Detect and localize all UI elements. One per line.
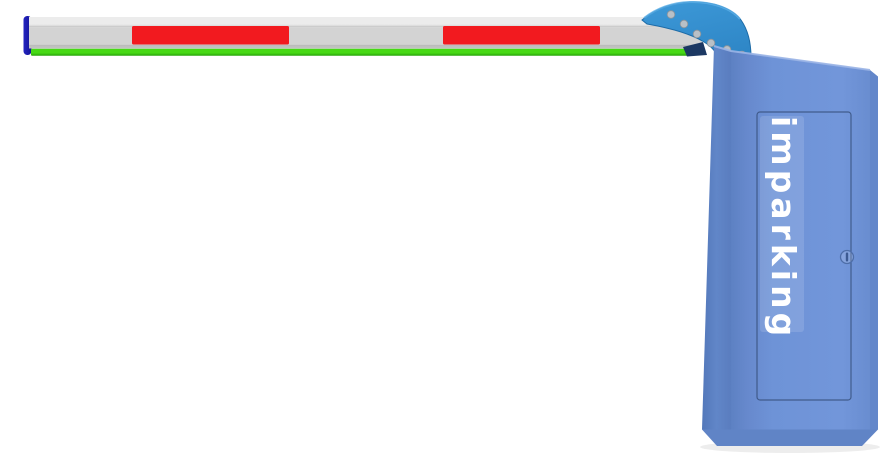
arm-crease-top [29,25,697,27]
arm-led-strip [31,48,689,56]
barrier-arm [23,16,707,57]
bracket-bolt [692,29,702,39]
cabinet-base [702,429,878,446]
arm-reflective-stripe-1 [132,26,289,45]
bracket-highlight-edge [643,0,741,20]
bracket-bolt [706,38,716,48]
arm-end-shadow [683,42,707,57]
cabinet-left-face [702,46,731,430]
cabinet-top-edge-highlight [713,45,871,71]
door-lock [839,249,855,265]
cabinet-right-face [870,70,878,430]
cabinet-front-face [731,51,870,430]
cabinet [702,45,878,446]
lock-keyhole-icon [845,252,849,262]
brand-logo-text: imparking [764,116,803,341]
logo-sticker [760,116,804,332]
cabinet-door [756,111,852,401]
arm-body [29,17,702,49]
arm-reflective-stripe-2 [443,26,600,45]
bracket-bolt [679,19,689,29]
arm-crease-bottom [29,45,697,47]
bracket-bolt [666,10,676,19]
